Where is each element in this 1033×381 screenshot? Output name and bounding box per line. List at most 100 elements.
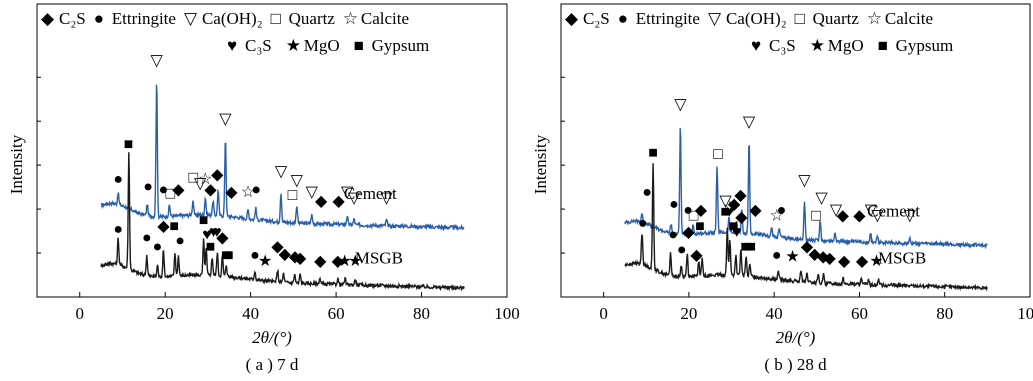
phase-marker: ★ bbox=[337, 253, 351, 270]
series-label: Cement bbox=[344, 184, 397, 203]
phase-marker: ◆ bbox=[817, 249, 830, 266]
trace bbox=[624, 163, 988, 292]
phase-marker: ● bbox=[668, 227, 678, 244]
x-axis-label: 2θ/(°) bbox=[776, 328, 816, 347]
x-tick-label: 0 bbox=[599, 304, 608, 323]
legend-item: ♥ C₃S bbox=[227, 36, 272, 55]
legend-label: Gypsum bbox=[896, 36, 954, 55]
legend-item: ■ Gypsum bbox=[354, 36, 430, 55]
phase-marker: ▽ bbox=[815, 190, 828, 207]
legend-symbol: ◆ bbox=[565, 9, 579, 28]
phase-marker: ▽ bbox=[150, 52, 163, 69]
series-cement: ●●▽●□◆□▽☆◆◆▽◆☆●▽□▽▽◆◆▽▽▽Cement bbox=[100, 52, 465, 232]
phase-marker: ★ bbox=[869, 253, 883, 270]
panel-caption: ( a ) 7 d bbox=[246, 355, 299, 374]
panel-caption: ( b ) 28 d bbox=[764, 355, 827, 374]
phase-marker: □ bbox=[689, 208, 699, 225]
legend-label: C₃S bbox=[769, 36, 796, 55]
series-msgb: ●■●●◆ ■●■♥■♥♥◆■■ ●★◆◆◆◆ ◆ ◆★★MSGB bbox=[100, 136, 465, 292]
phase-marker: ◆ bbox=[682, 224, 695, 241]
phase-marker: ● bbox=[638, 215, 648, 232]
legend-symbol: ♥ bbox=[751, 36, 761, 55]
x-tick-label: 100 bbox=[1017, 304, 1033, 323]
legend-label: Quartz bbox=[813, 9, 860, 28]
phase-marker: ■ bbox=[648, 145, 658, 162]
phase-marker: ● bbox=[159, 181, 169, 198]
phase-marker: ☆ bbox=[198, 171, 212, 188]
series-msgb: ●■●●◆◆■■♥■♥◆■■● ★◆◆◆◆ ◆ ◆ ★MSGB bbox=[624, 145, 988, 292]
phase-marker: ◆ bbox=[279, 246, 292, 263]
phase-marker: ◆ bbox=[204, 181, 217, 198]
phase-marker: ◆ bbox=[315, 193, 328, 210]
x-tick-label: 40 bbox=[766, 304, 783, 323]
legend-label: C₂S bbox=[59, 9, 86, 28]
phase-marker: ◆ bbox=[271, 238, 284, 255]
x-tick-label: 80 bbox=[936, 304, 953, 323]
phase-marker: ▽ bbox=[380, 190, 393, 207]
legend-symbol: ★ bbox=[810, 36, 825, 55]
phase-marker: ◆ bbox=[809, 246, 822, 263]
legend-label: Calcite bbox=[361, 9, 409, 28]
phase-marker: ◆ bbox=[157, 218, 170, 235]
phase-marker: ☆ bbox=[723, 199, 737, 216]
plot-frame bbox=[560, 3, 1031, 298]
phase-marker: ● bbox=[777, 202, 787, 219]
y-axis-label: Intensity bbox=[7, 134, 26, 194]
phase-marker: ◆ bbox=[332, 193, 345, 210]
phase-marker: ★ bbox=[258, 253, 272, 270]
series-label: MSGB bbox=[355, 248, 403, 267]
legend-symbol: ☆ bbox=[867, 9, 882, 28]
legend-item: ▽ Ca(OH)₂ bbox=[184, 9, 263, 28]
phase-marker: ◆ bbox=[837, 208, 850, 225]
phase-marker: ▽ bbox=[275, 164, 288, 181]
phase-marker: ◆ bbox=[734, 187, 747, 204]
legend-symbol: ♥ bbox=[227, 36, 237, 55]
legend-label: Calcite bbox=[885, 9, 933, 28]
x-tick-label: 0 bbox=[75, 304, 84, 323]
phase-marker: ▽ bbox=[865, 202, 878, 219]
legend-item: ● Ettringite bbox=[94, 9, 176, 28]
legend: ◆ C₂S ● Ettringite ▽ Ca(OH)₂ □ Quartz ☆ Calcite ♥ C… bbox=[565, 9, 953, 55]
trace bbox=[100, 84, 465, 232]
legend-symbol: ▽ bbox=[184, 9, 198, 28]
phase-marker: ▽ bbox=[743, 114, 756, 131]
series-label: Cement bbox=[867, 201, 920, 220]
legend-symbol: ▽ bbox=[708, 9, 722, 28]
phase-marker: ♥ bbox=[725, 203, 735, 220]
phase-marker: ◆ bbox=[695, 202, 708, 219]
phase-marker: ● bbox=[142, 230, 152, 247]
phase-marker: ■ bbox=[746, 238, 756, 255]
phase-marker: ◆ bbox=[838, 253, 851, 270]
phase-marker: □ bbox=[165, 186, 175, 203]
legend-item: ▽ Ca(OH)₂ bbox=[708, 9, 787, 28]
phase-marker: ■ bbox=[199, 212, 209, 229]
legend-symbol: □ bbox=[271, 9, 281, 28]
phase-marker: ☆ bbox=[241, 184, 255, 201]
x-tick-label: 100 bbox=[494, 304, 520, 323]
phase-marker: ● bbox=[677, 241, 687, 258]
phase-marker: ▽ bbox=[306, 184, 319, 201]
y-axis-label: Intensity bbox=[531, 134, 550, 194]
legend-label: C₃S bbox=[245, 36, 272, 55]
x-tick-label: 60 bbox=[851, 304, 868, 323]
trace bbox=[624, 128, 988, 250]
phase-marker: ▽ bbox=[871, 208, 884, 225]
phase-marker: ● bbox=[250, 247, 260, 264]
phase-marker: ▽ bbox=[219, 111, 232, 128]
phase-marker: ★ bbox=[348, 253, 362, 270]
phase-marker: ◆ bbox=[690, 247, 703, 264]
phase-marker: □ bbox=[189, 170, 199, 187]
phase-marker: ◆ bbox=[332, 253, 345, 270]
phase-marker: ● bbox=[642, 184, 652, 201]
phase-marker: ◆ bbox=[823, 250, 836, 267]
phase-marker: □ bbox=[811, 208, 821, 225]
legend-label: Gypsum bbox=[372, 36, 430, 55]
phase-marker: ◆ bbox=[211, 167, 224, 184]
legend-item: ★ MgO bbox=[286, 36, 340, 55]
phase-marker: ▽ bbox=[291, 173, 304, 190]
phase-marker: □ bbox=[713, 146, 723, 163]
phase-marker: ▽ bbox=[348, 190, 361, 207]
legend-symbol: ■ bbox=[354, 36, 364, 55]
